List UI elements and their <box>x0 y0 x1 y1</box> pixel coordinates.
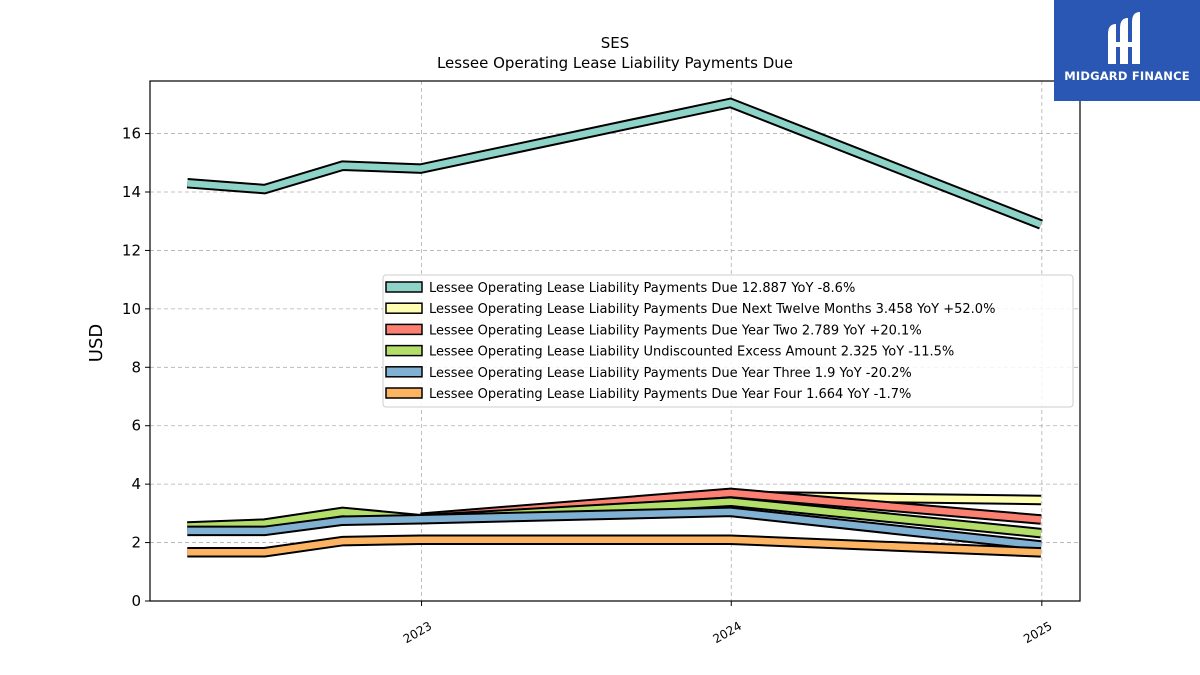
y-tick-label: 10 <box>122 300 141 318</box>
y-tick-label: 2 <box>131 534 141 552</box>
legend-swatch <box>385 281 423 293</box>
legend-entry: Lessee Operating Lease Liability Payment… <box>429 366 912 381</box>
legend: Lessee Operating Lease Liability Payment… <box>382 274 1074 408</box>
legend-entry: Lessee Operating Lease Liability Payment… <box>429 387 911 402</box>
chart-subtitle: Lessee Operating Lease Liability Payment… <box>437 54 793 72</box>
series-6 <box>187 534 1042 558</box>
y-tick-label: 12 <box>122 241 141 259</box>
y-tick-label: 14 <box>122 183 141 201</box>
y-tick-label: 8 <box>131 358 141 376</box>
chart-title: SES <box>601 34 630 52</box>
y-tick-label: 6 <box>131 417 141 435</box>
series-line-outline <box>186 97 1043 230</box>
legend-entry: Lessee Operating Lease Liability Payment… <box>429 302 995 317</box>
series-1 <box>186 97 1043 230</box>
series-line <box>187 508 1042 549</box>
y-tick-label: 0 <box>131 592 141 610</box>
x-tick-label: 2025 <box>1021 619 1054 646</box>
logo-text: MIDGARD FINANCE <box>1064 69 1190 83</box>
legend-swatch <box>385 366 423 378</box>
plot-frame <box>149 80 1081 602</box>
y-axis-label: USD <box>86 324 107 362</box>
series-line <box>187 536 1042 556</box>
legend-swatch <box>385 344 423 357</box>
legend-swatch <box>385 323 423 336</box>
x-tick-label: 2023 <box>401 619 434 646</box>
legend-swatch <box>385 387 423 399</box>
series-line <box>187 99 1043 228</box>
legend-swatch <box>385 302 423 314</box>
midgard-finance-logo: MIDGARD FINANCE <box>1054 0 1200 101</box>
series-5 <box>187 506 1042 551</box>
y-tick-label: 16 <box>122 125 141 143</box>
series-lines <box>186 97 1043 558</box>
y-tick-label: 4 <box>131 475 141 493</box>
legend-box <box>382 274 1074 408</box>
legend-entry: Lessee Operating Lease Liability Payment… <box>429 323 922 338</box>
legend-entry: Lessee Operating Lease Liability Payment… <box>429 281 855 296</box>
logo-mark-icon <box>1108 12 1140 64</box>
x-tick-label: 2024 <box>711 619 744 646</box>
legend-entry: Lessee Operating Lease Liability Undisco… <box>429 345 954 360</box>
